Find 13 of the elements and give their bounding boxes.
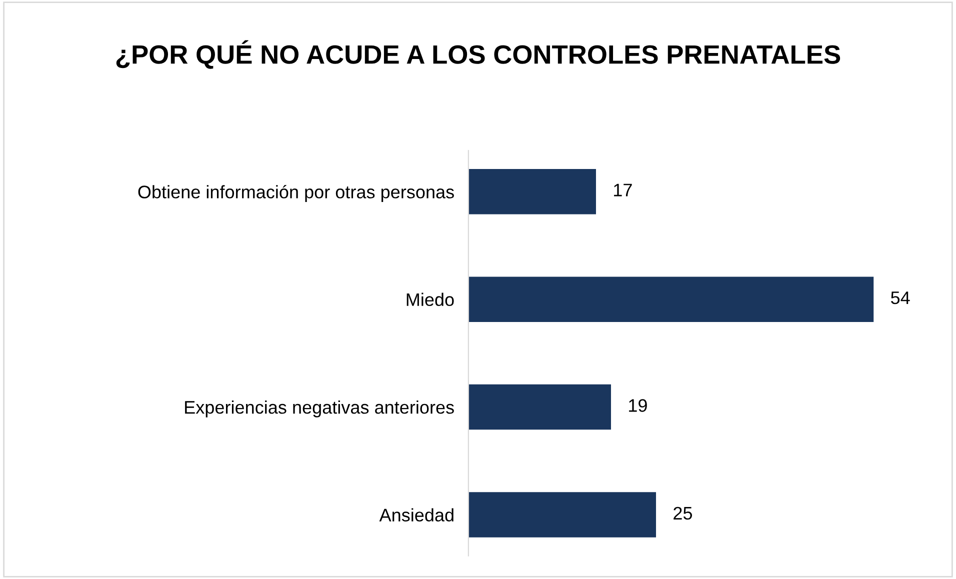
y-tick-label: Miedo bbox=[406, 292, 454, 306]
data-label: 19 bbox=[629, 399, 647, 412]
data-label: 54 bbox=[890, 292, 910, 304]
bar bbox=[468, 168, 596, 214]
bar bbox=[468, 492, 656, 538]
y-tick-label: Ansiedad bbox=[379, 508, 454, 522]
bar bbox=[468, 276, 874, 322]
y-tick-label: Obtiene información por otras personas bbox=[138, 184, 454, 202]
chart-title: ¿POR QUÉ NO ACUDE A LOS CONTROLES PRENATALES bbox=[116, 40, 840, 69]
y-tick-label: Experiencias negativas anteriores bbox=[185, 400, 454, 418]
bar bbox=[468, 384, 611, 430]
data-label: 17 bbox=[614, 184, 632, 196]
data-label: 25 bbox=[674, 506, 692, 520]
